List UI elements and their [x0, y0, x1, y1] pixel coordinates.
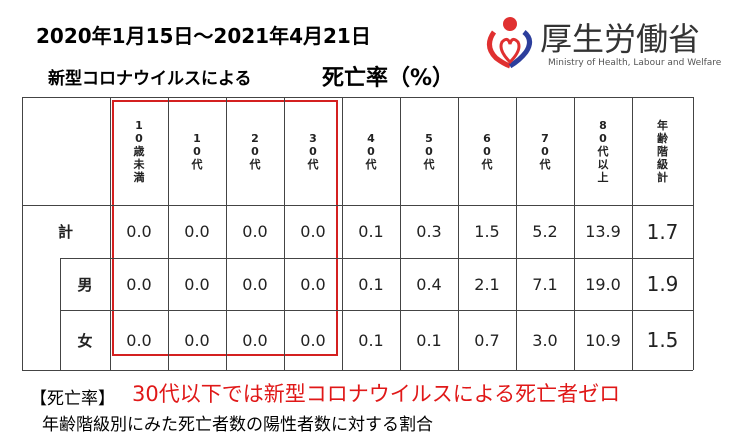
table-cell: 0.0 — [184, 222, 210, 241]
table-cell: 0.0 — [126, 274, 152, 294]
grid-line-h — [22, 370, 693, 371]
table-cell: 0.0 — [184, 274, 210, 294]
column-header-cell: 10歳未満 — [110, 97, 168, 205]
table-cell: 19.0 — [585, 274, 621, 294]
column-header: 20代 — [249, 131, 261, 171]
table-cell: 0.0 — [126, 330, 152, 350]
table-cell: 5.2 — [532, 222, 558, 241]
footer-highlight: 30代以下では新型コロナウイルスによる死亡者ゼロ — [132, 382, 621, 406]
row-label: 女 — [77, 331, 93, 350]
table-cell: 0.0 — [184, 330, 210, 350]
table-cell: 0.0 — [300, 222, 326, 241]
column-header-cell: 10代 — [168, 97, 226, 205]
table-cell: 0.0 — [242, 274, 268, 294]
column-header-cell: 70代 — [516, 97, 574, 205]
grid-line-v — [110, 97, 111, 370]
column-header-cell: 40代 — [342, 97, 400, 205]
table-cell: 0.0 — [242, 330, 268, 350]
grid-line-v — [632, 97, 633, 370]
table-cell: 0.3 — [416, 222, 442, 241]
column-header: 30代 — [307, 131, 319, 171]
subtitle-emphasis: 死亡率（%） — [322, 66, 455, 91]
subtitle: 新型コロナウイルスによる — [48, 69, 252, 89]
grid-line-v — [342, 97, 343, 370]
logo-icon — [487, 17, 532, 69]
logo-english: Ministry of Health, Labour and Welfare — [548, 58, 722, 68]
grid-line-v — [516, 97, 517, 370]
column-header: 10歳未満 — [133, 118, 145, 184]
grid-line-v — [284, 97, 285, 370]
table-cell: 10.9 — [585, 330, 621, 350]
column-header: 70代 — [539, 131, 551, 171]
row-label: 計 — [58, 223, 74, 241]
row-label: 男 — [77, 275, 93, 294]
footer-label: 【死亡率】 — [30, 389, 115, 409]
column-header: 10代 — [191, 131, 203, 171]
grid-line-h — [22, 205, 693, 206]
column-header: 80代以上 — [597, 118, 609, 184]
grid-line-v — [168, 97, 169, 370]
table-cell: 0.0 — [300, 274, 326, 294]
table-cell: 0.4 — [416, 274, 442, 294]
grid-line-h — [60, 310, 693, 311]
column-header-cell: 20代 — [226, 97, 284, 205]
table-cell: 0.0 — [126, 222, 152, 241]
table-cell: 13.9 — [585, 222, 621, 241]
table-cell: 0.0 — [242, 222, 268, 241]
table-cell: 7.1 — [532, 274, 558, 294]
table-cell: 0.7 — [474, 330, 500, 350]
table-cell: 0.0 — [300, 330, 326, 350]
column-header: 60代 — [481, 131, 493, 171]
table-cell: 0.1 — [358, 330, 384, 350]
column-header: 50代 — [423, 131, 435, 171]
table-cell: 2.1 — [474, 274, 500, 294]
grid-line-h — [60, 258, 693, 259]
table-cell: 0.1 — [358, 274, 384, 294]
table-cell: 0.1 — [358, 222, 384, 241]
grid-line-v — [574, 97, 575, 370]
grid-line-v — [400, 97, 401, 370]
grid-line-v — [22, 97, 23, 370]
grid-line-v — [226, 97, 227, 370]
grid-line-v — [458, 97, 459, 370]
column-header: 年齢階級計 — [657, 118, 668, 184]
column-header-cell: 60代 — [458, 97, 516, 205]
grid-line-v — [693, 97, 694, 370]
table-cell: 1.5 — [646, 328, 679, 352]
table-cell: 1.9 — [646, 272, 679, 296]
logo-name: 厚生労働省 — [540, 20, 701, 58]
table-cell: 1.7 — [646, 219, 679, 244]
column-header: 40代 — [365, 131, 377, 171]
table-cell: 0.1 — [416, 330, 442, 350]
column-header-cell: 80代以上 — [574, 97, 632, 205]
footer-note: 年齢階級別にみた死亡者数の陽性者数に対する割合 — [42, 415, 433, 435]
highlight-box — [112, 100, 338, 356]
column-header-cell: 年齢階級計 — [632, 97, 693, 205]
table-cell: 3.0 — [532, 330, 558, 350]
grid-line-h — [22, 97, 693, 98]
column-header-cell: 30代 — [284, 97, 342, 205]
grid-line-v — [60, 258, 61, 370]
date-range: 2020年1月15日～2021年4月21日 — [36, 24, 371, 48]
column-header-cell: 50代 — [400, 97, 458, 205]
table-cell: 1.5 — [474, 222, 500, 241]
